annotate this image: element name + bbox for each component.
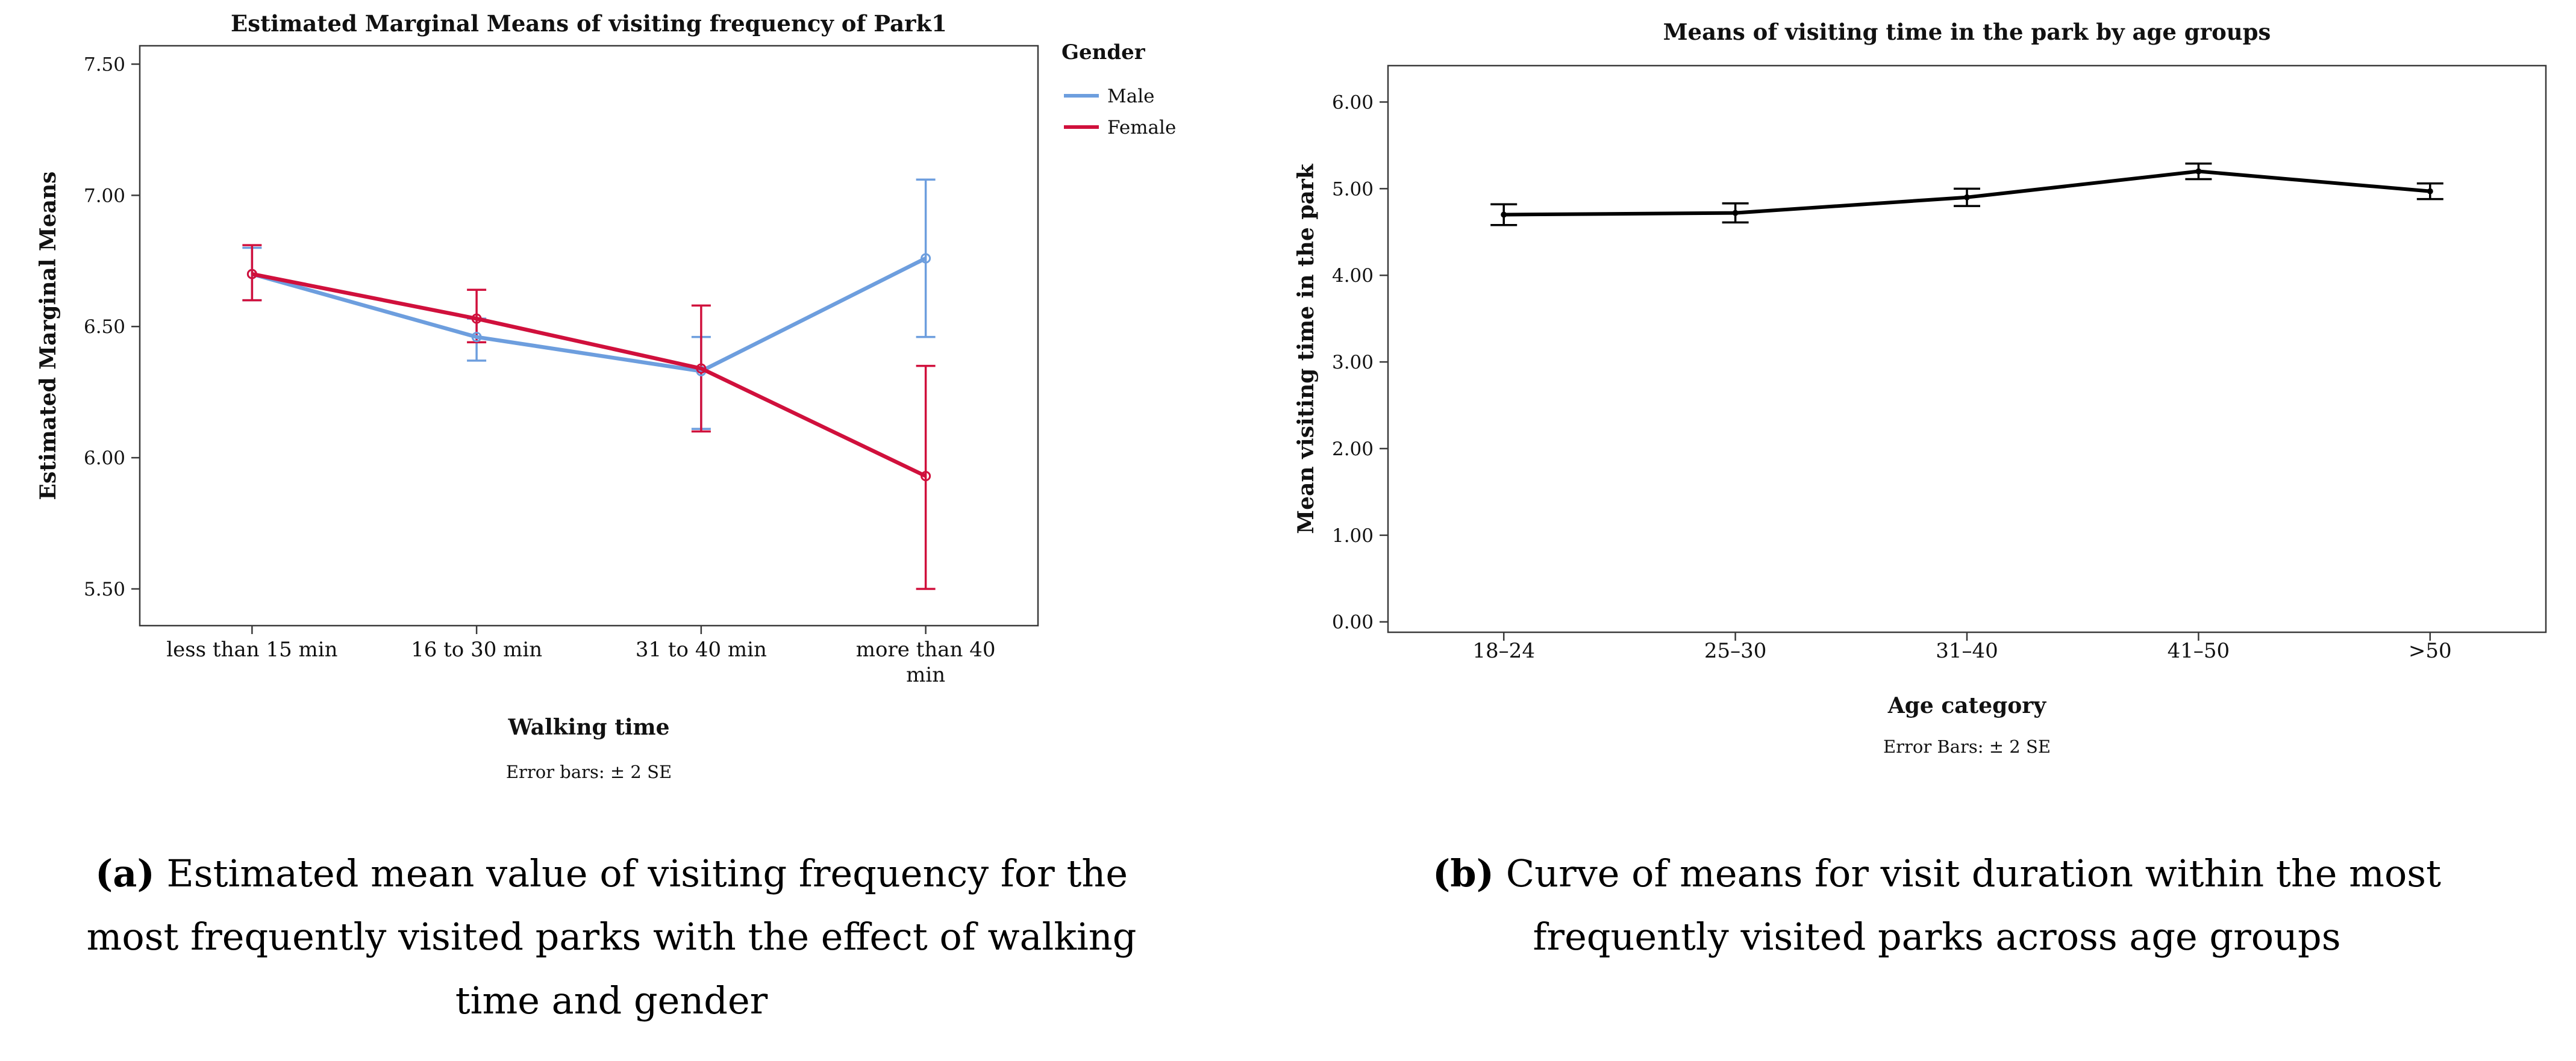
data-point-marker — [1964, 194, 1970, 201]
y-axis-label: Estimated Marginal Means — [36, 172, 61, 500]
y-tick-label: 1.00 — [1332, 525, 1374, 547]
plot-frame — [1387, 64, 2547, 633]
legend-label: Male — [1107, 86, 1154, 107]
caption-b: (b) Curve of means for visit duration wi… — [1398, 842, 2476, 969]
y-tick-label: 6.50 — [84, 316, 125, 338]
x-tick-label: 41–50 — [2168, 639, 2230, 663]
caption-b-label: (b) — [1432, 851, 1494, 895]
data-point-marker — [2427, 188, 2433, 194]
data-point-marker — [921, 253, 931, 264]
chart-title: Estimated Marginal Means of visiting fre… — [231, 10, 947, 37]
data-point-marker — [471, 313, 482, 324]
legend-title: Gender — [1061, 40, 1146, 64]
x-tick-label: 31–40 — [1936, 639, 1998, 663]
x-tick-label: 25–30 — [1704, 639, 1767, 663]
caption-a-text: Estimated mean value of visiting frequen… — [86, 851, 1137, 1022]
y-tick-label: 7.00 — [84, 185, 125, 207]
y-tick-label: 3.00 — [1332, 352, 1374, 373]
y-tick-label: 5.50 — [84, 579, 125, 600]
data-point-marker — [696, 363, 707, 374]
data-point-marker — [1501, 211, 1507, 218]
x-axis-label: Age category — [1887, 693, 2046, 718]
y-tick-label: 7.50 — [84, 54, 125, 76]
legend-label: Female — [1107, 117, 1176, 138]
error-bars-note: Error Bars: ± 2 SE — [1883, 736, 2051, 757]
data-point-marker — [921, 471, 931, 482]
chart-panel-b: Means of visiting time in the park by ag… — [1283, 0, 2576, 801]
plot-frame — [139, 45, 1039, 627]
caption-a: (a) Estimated mean value of visiting fre… — [72, 842, 1151, 1032]
series-line-male — [251, 257, 927, 373]
y-axis-label: Mean visiting time in the park — [1293, 163, 1319, 534]
x-tick-label: 16 to 30 min — [411, 638, 542, 662]
data-point-marker — [1732, 210, 1739, 216]
chart-panel-a: Estimated Marginal Means of visiting fre… — [0, 0, 1265, 801]
figure-captions: (a) Estimated mean value of visiting fre… — [0, 842, 2576, 1059]
data-point-marker — [2195, 168, 2202, 175]
x-axis-label: Walking time — [507, 715, 669, 740]
y-tick-label: 2.00 — [1332, 438, 1374, 460]
x-tick-label: 18–24 — [1472, 639, 1535, 663]
data-point-marker — [471, 332, 482, 343]
x-tick-label: less than 15 min — [166, 638, 337, 662]
x-tick-label: >50 — [2409, 639, 2452, 663]
chart-b-svg: Means of visiting time in the park by ag… — [1293, 19, 2547, 757]
chart-a-svg: Estimated Marginal Means of visiting fre… — [36, 10, 1176, 782]
y-tick-label: 6.00 — [1332, 92, 1374, 113]
data-point-marker — [246, 269, 257, 279]
caption-b-text: Curve of means for visit duration within… — [1494, 851, 2442, 959]
series-line-female — [251, 272, 927, 478]
x-tick-label: 31 to 40 min — [636, 638, 767, 662]
x-tick-label: more than 40 min — [856, 638, 996, 687]
y-tick-label: 0.00 — [1332, 612, 1374, 633]
error-bars-note: Error bars: ± 2 SE — [506, 762, 672, 782]
chart-title: Means of visiting time in the park by ag… — [1663, 19, 2271, 45]
caption-a-label: (a) — [95, 851, 155, 895]
y-tick-label: 4.00 — [1332, 265, 1374, 287]
y-tick-label: 5.00 — [1332, 178, 1374, 200]
y-tick-label: 6.00 — [84, 447, 125, 469]
